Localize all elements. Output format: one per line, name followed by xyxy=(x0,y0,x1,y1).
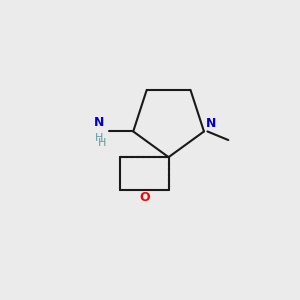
Text: N: N xyxy=(94,116,105,129)
Text: H: H xyxy=(95,133,103,143)
Text: O: O xyxy=(139,191,150,205)
Text: H: H xyxy=(98,138,106,148)
Text: N: N xyxy=(206,117,216,130)
